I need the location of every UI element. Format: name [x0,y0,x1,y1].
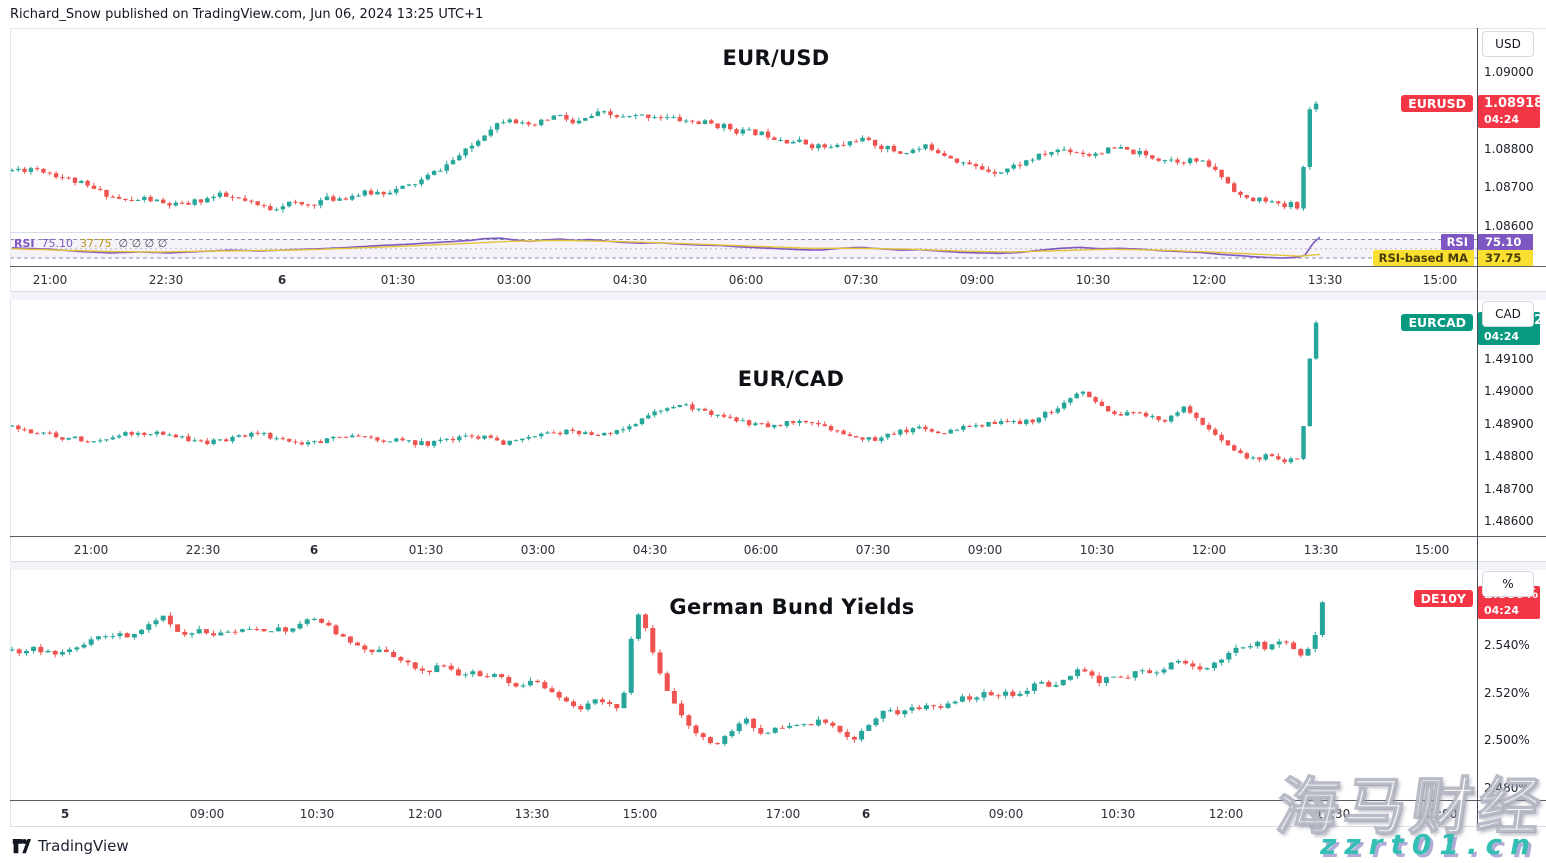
rsi-ma-axis-value: 37.75 [1478,250,1533,266]
time-tick-label: 09:00 [988,806,1024,821]
time-tick-label: 12:00 [1191,542,1227,557]
rsi-ma-value: 37.75 [80,237,112,250]
bar-countdown-eurusd: 04:24 [1484,113,1520,126]
watermark-url-text: zzrt01.cn [1320,828,1538,861]
time-tick-label: 6 [861,806,871,821]
price-tick-label: 1.48800 [1484,449,1534,463]
price-tick-label: 1.09000 [1484,65,1534,79]
time-tick-label: 01:30 [380,272,416,287]
rsi-ma-axis-label: RSI-based MA [1372,250,1474,266]
time-tick-label: 10:30 [1075,272,1111,287]
time-tick-label: 13:30 [1315,806,1351,821]
time-tick-label: 21:00 [73,542,109,557]
axis2-bottom-line [10,561,1546,562]
last-price-eurusd: 1.08918 [1484,96,1540,111]
time-tick-label: 03:00 [520,542,556,557]
rsi-axis-value: 75.10 [1478,234,1533,250]
time-tick-label: 12:00 [1191,272,1227,287]
axis1-bottom-line [10,291,1546,292]
time-tick-label: 13:30 [514,806,550,821]
chart-frame-top [10,28,1546,29]
time-tick-label: 21:00 [32,272,68,287]
tradingview-brand-text: TradingView [38,837,129,855]
time-tick-label: 15:00 [1414,542,1450,557]
time-tick-label: 06:00 [743,542,779,557]
time-tick-label: 01:30 [408,542,444,557]
panel-gap-1 [10,292,1546,300]
price-tick-label: 2.500% [1484,733,1530,747]
time-tick-label: 09:00 [189,806,225,821]
rsi-value: 75.10 [41,237,74,250]
tradingview-logo-icon [12,838,31,855]
symbol-badge-eurcad: EURCAD [1401,314,1473,331]
price-tick-label: 1.48700 [1484,482,1534,496]
bar-countdown-eurcad: 04:24 [1484,330,1520,343]
time-tick-label: 17:00 [765,806,801,821]
symbol-badge-de10y: DE10Y [1413,590,1473,607]
time-tick-label: 09:00 [959,272,995,287]
price-tick-label: 1.48900 [1484,417,1534,431]
time-tick-label: 12:00 [1208,806,1244,821]
price-tick-label: 2.520% [1484,686,1530,700]
panel-gap-2 [10,562,1546,570]
price-tick-label: 1.08600 [1484,219,1534,233]
time-tick-label: 22:30 [148,272,184,287]
time-tick-label: 5 [60,806,70,821]
tradingview-attribution[interactable]: TradingView [12,837,129,855]
axis2-top-line [10,536,1546,537]
panel-title-eurusd: EUR/USD [722,46,830,70]
time-tick-label: 09:00 [967,542,1003,557]
time-tick-label: 13:30 [1303,542,1339,557]
time-axis-de10y[interactable]: 5 09:00 10:30 12:00 13:30 15:00 17:00 6 09:00 10:… [0,801,1546,826]
time-tick-label: 22:30 [185,542,221,557]
time-tick-label: 07:30 [855,542,891,557]
unit-box-usd: USD [1482,31,1534,57]
publish-attribution: Richard_Snow published on TradingView.co… [10,7,484,22]
price-tick-label: 1.08700 [1484,180,1534,194]
rsi-name: RSI [14,237,35,250]
time-tick-label: 6 [277,272,287,287]
rsi-pane-divider [10,232,1477,233]
rsi-status-line: RSI 75.10 37.75 ∅ ∅ ∅ ∅ [14,237,167,250]
bar-countdown-de10y: 04:24 [1484,604,1520,617]
chart-frame-left [10,28,11,827]
time-tick-label: 04:30 [632,542,668,557]
price-tick-label: 2.540% [1484,638,1530,652]
axis3-bottom-line [10,826,1546,827]
price-tick-label: 2.480% [1484,781,1530,795]
time-tick-label: 07:30 [843,272,879,287]
time-tick-label: 06:00 [728,272,764,287]
time-tick-label: 12:00 [407,806,443,821]
time-tick-label: 15:00 [1422,272,1458,287]
time-tick-label: 04:30 [612,272,648,287]
unit-box-percent: % [1482,571,1534,597]
time-tick-label: 03:00 [496,272,532,287]
time-axis-eurusd[interactable]: 21:00 22:30 6 01:30 03:00 04:30 06:00 07:30 09:0… [0,267,1546,292]
panel-title-eurcad: EUR/CAD [737,367,845,391]
axis3-top-line [10,800,1546,801]
time-tick-label: 6 [309,542,319,557]
time-tick-label: 15:00 [622,806,658,821]
time-axis-eurcad[interactable]: 21:00 22:30 6 01:30 03:00 04:30 06:00 07:30 09:0… [0,537,1546,562]
price-tick-label: 1.08800 [1484,142,1534,156]
time-tick-label: 10:30 [299,806,335,821]
price-badge-eurusd: 1.08918 04:24 [1478,95,1540,128]
panel-title-bund: German Bund Yields [669,595,915,619]
rsi-empty-values: ∅ ∅ ∅ ∅ [118,237,168,250]
time-tick-label: 15:00 [1422,806,1458,821]
axis1-top-line [10,266,1546,267]
time-tick-label: 13:30 [1307,272,1343,287]
rsi-axis-label: RSI [1440,234,1474,250]
price-axis-line [1477,28,1478,827]
price-tick-label: 1.49100 [1484,352,1534,366]
symbol-badge-eurusd: EURUSD [1401,95,1473,112]
time-tick-label: 10:30 [1100,806,1136,821]
price-tick-label: 1.48600 [1484,514,1534,528]
time-tick-label: 10:30 [1079,542,1115,557]
unit-box-cad: CAD [1482,301,1534,327]
price-tick-label: 1.49000 [1484,384,1534,398]
